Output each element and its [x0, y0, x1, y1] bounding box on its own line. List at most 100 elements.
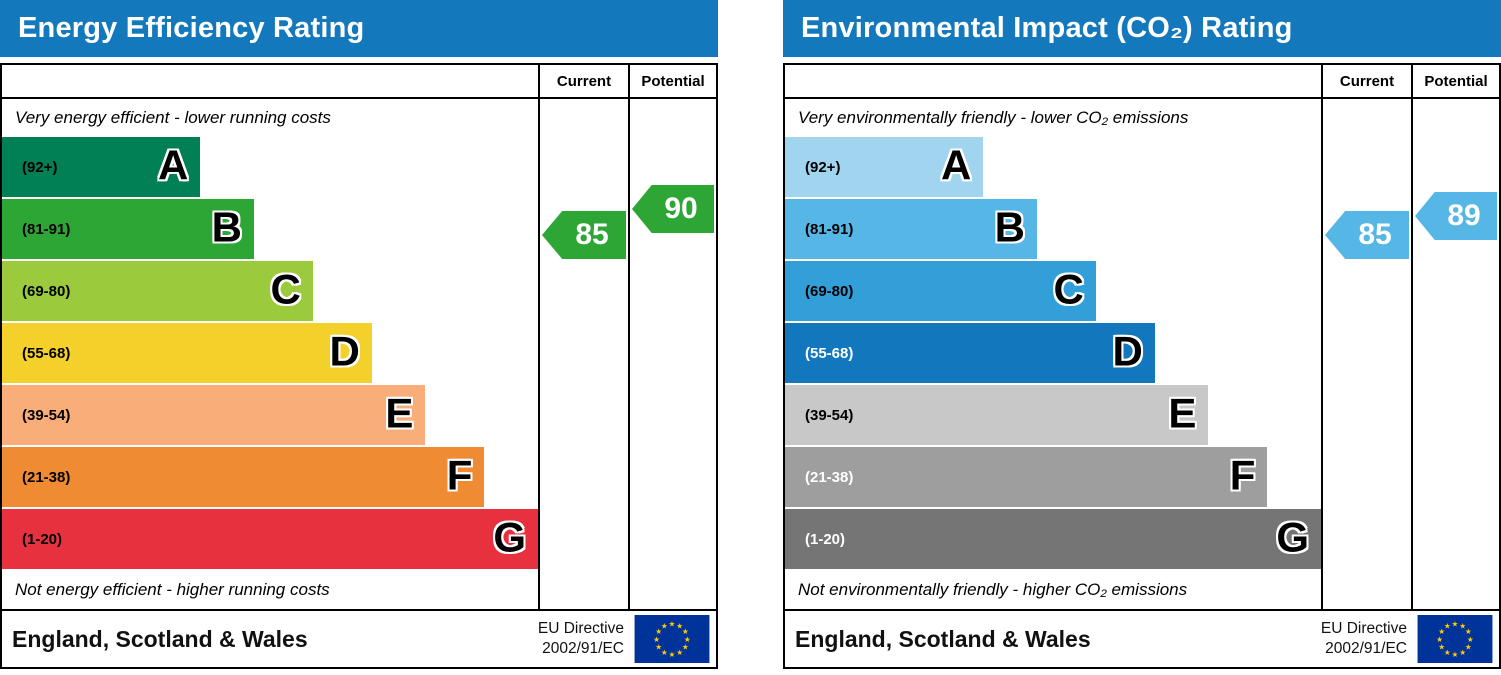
impact-band-chart: Very environmentally friendly - lower CO…: [785, 99, 1321, 609]
svg-text:★: ★: [1459, 621, 1466, 630]
impact-current-column: 85: [1321, 99, 1411, 609]
svg-text:★: ★: [676, 621, 683, 630]
impact-band-c-letter: C: [1053, 265, 1084, 313]
impact-band-c-range: (69-80): [805, 282, 854, 300]
impact-header-blank-cell: [785, 65, 1321, 97]
energy-potential-rating-arrow: 90: [632, 185, 714, 233]
energy-current-rating-arrow: 85: [542, 211, 626, 259]
svg-text:★: ★: [682, 643, 689, 652]
impact-table-header-row: Current Potential: [785, 65, 1499, 99]
energy-band-b-letter: B: [211, 203, 242, 251]
svg-text:★: ★: [661, 621, 668, 630]
impact-band-a-range: (92+): [805, 158, 841, 176]
svg-text:★: ★: [1438, 643, 1445, 652]
energy-potential-column: 90: [628, 99, 716, 609]
energy-rating-table: Current Potential Very energy efficient …: [0, 63, 718, 669]
impact-current-column-header: Current: [1321, 65, 1411, 97]
energy-eu-directive-label: EU Directive 2002/91/EC: [538, 619, 624, 659]
impact-potential-rating-value: 89: [1447, 199, 1481, 232]
energy-band-f-letter: F: [446, 451, 473, 499]
impact-band-f: (21-38) F: [785, 447, 1268, 507]
svg-text:★: ★: [661, 648, 668, 657]
energy-table-footer: England, Scotland & Wales EU Directive 2…: [2, 609, 716, 667]
svg-text:★: ★: [1465, 643, 1472, 652]
svg-text:★: ★: [653, 635, 660, 644]
impact-band-c: (69-80) C: [785, 261, 1096, 321]
svg-text:★: ★: [1444, 621, 1451, 630]
energy-band-f-range: (21-38): [22, 468, 71, 486]
svg-text:★: ★: [1467, 635, 1474, 644]
svg-text:★: ★: [1438, 627, 1445, 636]
impact-band-d: (55-68) D: [785, 323, 1155, 383]
energy-panel-title: Energy Efficiency Rating: [18, 12, 365, 44]
impact-band-f-range: (21-38): [805, 468, 854, 486]
energy-band-c-letter: C: [270, 265, 301, 313]
svg-text:★: ★: [1444, 648, 1451, 657]
svg-text:★: ★: [669, 620, 676, 629]
svg-text:★: ★: [676, 648, 683, 657]
impact-top-note: Very environmentally friendly - lower CO…: [798, 108, 1189, 127]
impact-panel-title: Environmental Impact (CO₂) Rating: [801, 12, 1293, 44]
energy-band-b-range: (81-91): [22, 220, 71, 238]
svg-text:★: ★: [684, 635, 691, 644]
impact-table-footer: England, Scotland & Wales EU Directive 2…: [785, 609, 1499, 667]
energy-header-blank-cell: [2, 65, 538, 97]
energy-band-a: (92+) A: [2, 137, 201, 197]
svg-text:★: ★: [655, 627, 662, 636]
svg-text:★: ★: [1465, 627, 1472, 636]
impact-eu-directive-label: EU Directive 2002/91/EC: [1321, 619, 1407, 659]
energy-table-body: Very energy efficient - lower running co…: [2, 99, 716, 609]
svg-text:★: ★: [1436, 635, 1443, 644]
impact-band-b-letter: B: [994, 203, 1025, 251]
impact-eu-directive-line1: EU Directive: [1320, 619, 1407, 637]
energy-band-g: (1-20) G: [2, 509, 538, 569]
impact-band-f-letter: F: [1229, 451, 1256, 499]
energy-efficiency-panel: Energy Efficiency Rating Current Potenti…: [0, 0, 718, 675]
svg-text:★: ★: [1452, 620, 1459, 629]
eu-flag-icon: ★ ★★ ★★★ ★★★ ★★★: [634, 615, 710, 663]
svg-text:★: ★: [655, 643, 662, 652]
energy-band-chart: Very energy efficient - lower running co…: [2, 99, 538, 609]
energy-panel-title-bar: Energy Efficiency Rating: [0, 0, 718, 57]
energy-band-d: (55-68) D: [2, 323, 372, 383]
impact-potential-column: 89: [1411, 99, 1499, 609]
energy-top-note: Very energy efficient - lower running co…: [15, 108, 331, 127]
impact-band-e-letter: E: [1168, 389, 1197, 437]
energy-band-e-letter: E: [385, 389, 414, 437]
impact-current-rating-value: 85: [1358, 218, 1392, 251]
impact-band-g: (1-20) G: [785, 509, 1321, 569]
energy-region-label: England, Scotland & Wales: [12, 625, 308, 652]
energy-eu-directive-line1: EU Directive: [537, 619, 624, 637]
svg-text:★: ★: [682, 627, 689, 636]
impact-band-g-letter: G: [1276, 513, 1309, 561]
energy-current-rating-value: 85: [575, 218, 609, 251]
energy-potential-rating-value: 90: [664, 192, 698, 225]
impact-band-a-letter: A: [940, 141, 972, 189]
energy-band-c-range: (69-80): [22, 282, 71, 300]
impact-potential-rating-arrow: 89: [1415, 192, 1497, 240]
energy-band-d-range: (55-68): [22, 344, 71, 362]
impact-band-b: (81-91) B: [785, 199, 1037, 259]
impact-band-d-range: (55-68): [805, 344, 854, 362]
impact-band-e-range: (39-54): [805, 406, 854, 424]
energy-bottom-note: Not energy efficient - higher running co…: [15, 580, 330, 599]
energy-current-column-header: Current: [538, 65, 628, 97]
energy-band-a-letter: A: [157, 141, 189, 189]
energy-table-header-row: Current Potential: [2, 65, 716, 99]
impact-region-label: England, Scotland & Wales: [795, 625, 1091, 652]
impact-potential-column-header: Potential: [1411, 65, 1499, 97]
impact-eu-directive-line2: 2002/91/EC: [1325, 640, 1407, 657]
svg-text:★: ★: [1459, 648, 1466, 657]
energy-band-c: (69-80) C: [2, 261, 313, 321]
impact-table-body: Very environmentally friendly - lower CO…: [785, 99, 1499, 609]
eu-flag-icon: ★ ★★ ★★★ ★★★ ★★★: [1417, 615, 1493, 663]
impact-band-d-letter: D: [1112, 327, 1143, 375]
energy-eu-directive-line2: 2002/91/EC: [542, 640, 624, 657]
energy-band-f: (21-38) F: [2, 447, 485, 507]
impact-band-b-range: (81-91): [805, 220, 854, 238]
energy-band-e: (39-54) E: [2, 385, 426, 445]
energy-band-d-letter: D: [329, 327, 360, 375]
impact-rating-table: Current Potential Very environmentally f…: [783, 63, 1501, 669]
energy-band-b: (81-91) B: [2, 199, 254, 259]
energy-band-g-range: (1-20): [22, 530, 63, 548]
